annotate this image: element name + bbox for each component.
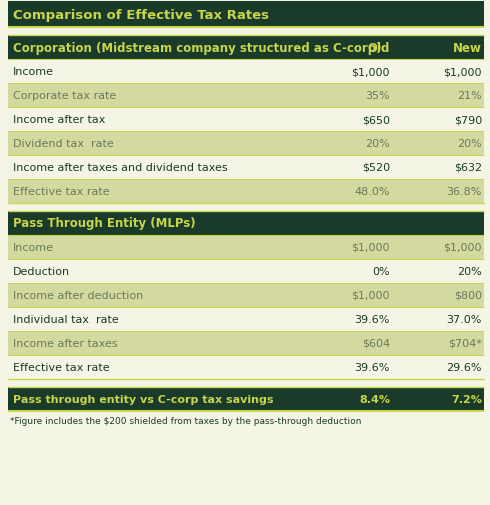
Text: $650: $650 [362, 115, 390, 125]
Bar [8, 2, 484, 28]
Bar [8, 212, 484, 235]
Bar [8, 180, 484, 204]
Bar [8, 108, 484, 132]
Bar [8, 132, 484, 156]
Text: $800: $800 [454, 290, 482, 300]
Text: $1,000: $1,000 [351, 290, 390, 300]
Text: Effective tax rate: Effective tax rate [13, 362, 110, 372]
Text: Dividend tax  rate: Dividend tax rate [13, 139, 114, 148]
Text: *Figure includes the $200 shielded from taxes by the pass-through deduction: *Figure includes the $200 shielded from … [10, 417, 361, 426]
Bar [8, 260, 484, 283]
Text: Income after taxes: Income after taxes [13, 338, 118, 348]
Text: 48.0%: 48.0% [354, 187, 390, 196]
Text: 8.4%: 8.4% [359, 394, 390, 404]
Text: $632: $632 [454, 163, 482, 173]
Text: 20%: 20% [457, 267, 482, 276]
Bar [8, 387, 484, 411]
Text: $1,000: $1,000 [351, 242, 390, 252]
Text: Income: Income [13, 242, 54, 252]
Bar [8, 156, 484, 180]
Text: Income after tax: Income after tax [13, 115, 105, 125]
Text: 7.2%: 7.2% [451, 394, 482, 404]
Bar [8, 331, 484, 356]
Text: 39.6%: 39.6% [355, 362, 390, 372]
Text: 21%: 21% [457, 91, 482, 101]
Bar [8, 356, 484, 379]
Bar [8, 379, 484, 387]
Text: 36.8%: 36.8% [446, 187, 482, 196]
Text: Comparison of Effective Tax Rates: Comparison of Effective Tax Rates [13, 9, 269, 21]
Text: 29.6%: 29.6% [446, 362, 482, 372]
Text: $604: $604 [362, 338, 390, 348]
Text: 20%: 20% [457, 139, 482, 148]
Text: $520: $520 [362, 163, 390, 173]
Bar [8, 84, 484, 108]
Text: Effective tax rate: Effective tax rate [13, 187, 110, 196]
Text: $790: $790 [454, 115, 482, 125]
Text: $1,000: $1,000 [351, 67, 390, 77]
Text: 39.6%: 39.6% [355, 315, 390, 324]
Text: Individual tax  rate: Individual tax rate [13, 315, 119, 324]
Text: 37.0%: 37.0% [446, 315, 482, 324]
Text: Pass Through Entity (MLPs): Pass Through Entity (MLPs) [13, 217, 196, 230]
Text: Income after taxes and dividend taxes: Income after taxes and dividend taxes [13, 163, 228, 173]
Text: 35%: 35% [366, 91, 390, 101]
Text: New: New [453, 41, 482, 55]
Text: $704*: $704* [448, 338, 482, 348]
Bar [8, 283, 484, 308]
Text: $1,000: $1,000 [443, 242, 482, 252]
Bar [8, 60, 484, 84]
Text: 0%: 0% [372, 267, 390, 276]
Bar [8, 308, 484, 331]
Text: Old: Old [368, 41, 390, 55]
Text: Income after deduction: Income after deduction [13, 290, 143, 300]
Bar [8, 28, 484, 36]
Text: Income: Income [13, 67, 54, 77]
Text: 20%: 20% [365, 139, 390, 148]
Bar [8, 235, 484, 260]
Text: Deduction: Deduction [13, 267, 70, 276]
Text: Corporation (Midstream company structured as C-corp): Corporation (Midstream company structure… [13, 41, 382, 55]
Bar [8, 204, 484, 212]
Text: Corporate tax rate: Corporate tax rate [13, 91, 116, 101]
Text: Pass through entity vs C-corp tax savings: Pass through entity vs C-corp tax saving… [13, 394, 273, 404]
Text: $1,000: $1,000 [443, 67, 482, 77]
Bar [8, 36, 484, 60]
